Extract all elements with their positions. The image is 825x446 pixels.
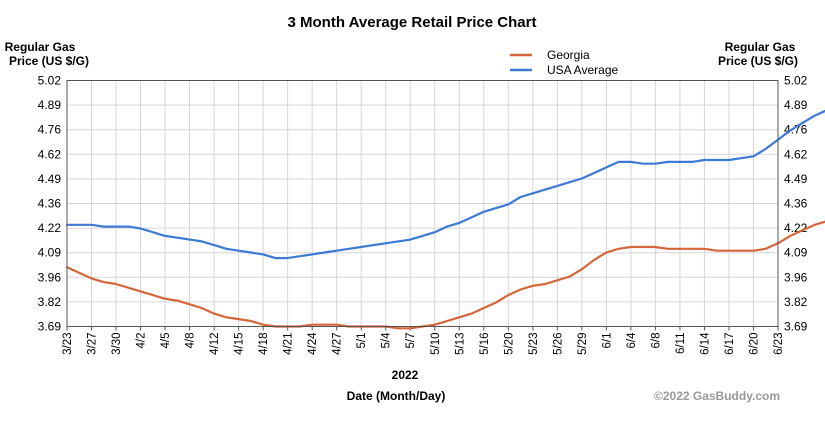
series-lines [65,109,825,330]
x-tick-label: 4/5 [160,333,172,349]
y-tick-label-right: 3.96 [784,270,808,284]
y-tick-label-left: 4.76 [38,123,62,137]
x-tick-label: 5/29 [577,333,589,355]
grid [67,80,778,327]
y-tick-label-right: 3.69 [784,320,808,334]
y-tick-label-left: 4.89 [38,98,62,112]
x-tick-label: 4/24 [307,332,319,355]
y-tick-label-right: 4.49 [784,172,808,186]
x-axis: 3/23 3/27 3/30 4/2 4/5 4/8 4/12 4/15 4/18 4/21 4/2… [62,326,785,355]
x-axis-title: Date (Month/Day) [347,389,446,403]
y-axis-title-right-line2: Price (US $/G) [718,54,798,68]
series-line-georgia [65,220,825,330]
legend-label-georgia: Georgia [547,48,590,62]
x-tick-label: 3/30 [111,333,123,355]
y-tick-label-right: 3.82 [784,295,808,309]
y-axis-title-left-line2: Price (US $/G) [9,54,89,68]
y-axis-title-right-line1: Regular Gas [725,40,796,54]
copyright-text: ©2022 GasBuddy.com [654,389,780,403]
x-tick-label: 5/1 [356,333,368,349]
x-tick-label: 5/10 [430,333,442,355]
x-tick-label: 5/13 [454,333,466,355]
y-axis-right: 5.024.894.764.624.494.364.224.093.963.82… [784,74,808,334]
y-tick-label-left: 3.69 [38,320,62,334]
x-tick-label: 4/12 [209,333,221,355]
y-axis-left: 5.02 4.89 4.76 4.62 4.49 4.36 4.22 4.09 3.96 3.82… [38,74,62,334]
legend-label-usa-average: USA Average [547,63,618,77]
y-tick-label-left: 4.09 [38,246,62,260]
y-tick-label-right: 4.09 [784,246,808,260]
x-tick-label: 4/2 [136,333,148,349]
y-tick-label-right: 4.62 [784,147,808,161]
x-tick-label: 5/20 [503,333,515,355]
x-tick-label: 6/20 [748,333,760,355]
y-tick-label-right: 5.02 [784,74,808,88]
x-tick-label: 6/11 [675,333,687,355]
x-tick-label: 5/16 [479,333,491,355]
x-tick-label: 6/4 [626,332,638,349]
x-tick-label: 5/4 [381,332,393,349]
y-tick-label-left: 4.22 [38,221,62,235]
x-tick-label: 6/17 [724,333,736,355]
x-tick-label: 4/21 [283,333,295,355]
x-axis-year: 2022 [392,368,419,382]
y-tick-label-left: 4.36 [38,197,62,211]
y-tick-label-left: 4.49 [38,172,62,186]
chart-title: 3 Month Average Retail Price Chart [288,14,537,31]
y-tick-label-right: 4.36 [784,197,808,211]
x-tick-label: 5/23 [528,333,540,355]
legend: Georgia USA Average [510,48,618,77]
x-tick-label: 4/18 [258,333,270,355]
x-tick-label: 4/8 [185,333,197,349]
series-line-usa-average [65,109,825,260]
y-tick-label-left: 5.02 [38,74,62,88]
x-tick-label: 6/1 [601,333,613,349]
y-tick-label-left: 3.82 [38,295,62,309]
y-tick-label-left: 4.62 [38,147,62,161]
x-tick-label: 3/27 [87,333,99,355]
x-tick-label: 6/23 [773,333,785,355]
y-tick-label-right: 4.76 [784,123,808,137]
x-tick-label: 6/8 [650,333,662,349]
x-tick-label: 5/26 [552,333,564,355]
x-tick-label: 6/14 [699,332,711,355]
x-tick-label: 4/27 [332,333,344,355]
x-tick-label: 5/7 [405,333,417,349]
y-axis-title-left-line1: Regular Gas [5,40,76,54]
y-tick-label-left: 3.96 [38,270,62,284]
plot-frame [66,80,779,327]
y-tick-label-right: 4.89 [784,98,808,112]
x-tick-label: 4/15 [234,333,246,355]
x-tick-label: 3/23 [62,333,74,355]
